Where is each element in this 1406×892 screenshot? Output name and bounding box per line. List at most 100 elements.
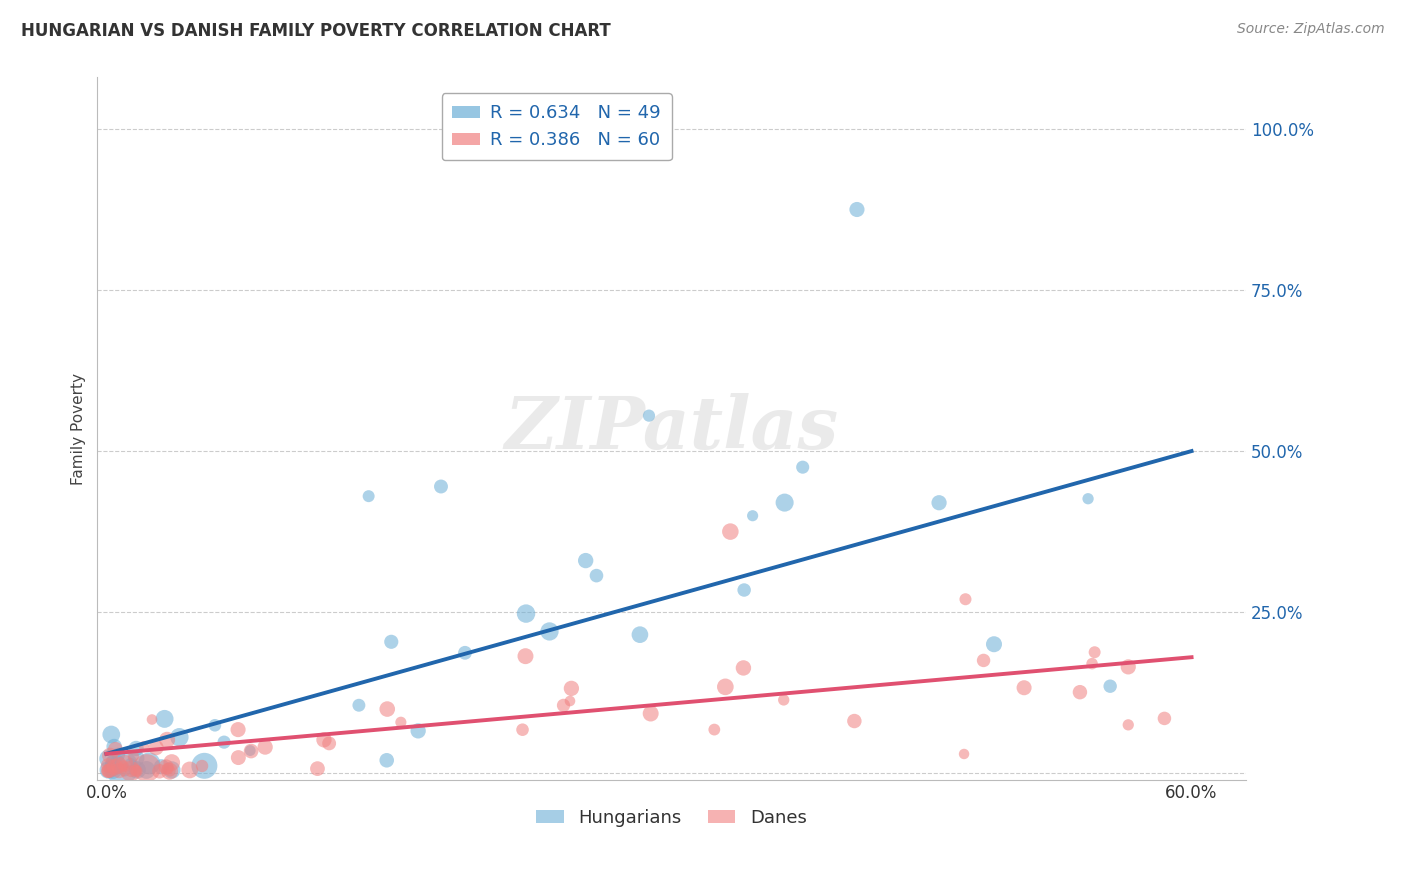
Point	[846, 202, 869, 217]
Point	[212, 735, 235, 749]
Point	[733, 582, 755, 597]
Point	[983, 637, 1005, 651]
Point	[1153, 711, 1175, 725]
Point	[169, 730, 191, 744]
Point	[138, 756, 160, 771]
Point	[159, 764, 181, 778]
Point	[718, 524, 741, 539]
Point	[97, 752, 120, 766]
Point	[357, 489, 380, 503]
Point	[156, 732, 179, 747]
Point	[101, 763, 124, 777]
Text: HUNGARIAN VS DANISH FAMILY POVERTY CORRELATION CHART: HUNGARIAN VS DANISH FAMILY POVERTY CORRE…	[21, 22, 610, 40]
Point	[112, 758, 135, 772]
Point	[120, 764, 142, 779]
Point	[132, 739, 155, 753]
Point	[155, 760, 177, 774]
Point	[741, 508, 763, 523]
Point	[103, 739, 125, 754]
Point	[120, 756, 142, 771]
Point	[1081, 657, 1104, 671]
Point	[389, 715, 412, 730]
Point	[104, 742, 127, 756]
Point	[1116, 660, 1139, 674]
Point	[628, 628, 651, 642]
Point	[733, 661, 755, 675]
Point	[107, 747, 129, 762]
Point	[347, 698, 370, 713]
Point	[1084, 645, 1107, 659]
Text: ZIPatlas: ZIPatlas	[505, 393, 838, 464]
Point	[125, 764, 148, 779]
Point	[124, 763, 146, 777]
Point	[240, 744, 263, 758]
Point	[560, 681, 582, 696]
Point	[638, 409, 661, 423]
Point	[575, 553, 598, 567]
Point	[100, 727, 122, 741]
Point	[107, 755, 129, 769]
Point	[953, 747, 976, 761]
Point	[135, 761, 157, 775]
Point	[159, 764, 181, 779]
Point	[973, 653, 995, 667]
Point	[375, 753, 398, 767]
Point	[792, 460, 814, 475]
Point	[156, 762, 179, 776]
Point	[191, 759, 214, 773]
Point	[104, 760, 127, 774]
Point	[406, 723, 429, 738]
Point	[1069, 685, 1091, 699]
Point	[772, 693, 794, 707]
Point	[150, 760, 173, 774]
Point	[125, 741, 148, 756]
Point	[114, 756, 136, 771]
Point	[1116, 718, 1139, 732]
Point	[160, 756, 183, 770]
Point	[108, 758, 131, 772]
Point	[135, 763, 157, 777]
Point	[98, 748, 121, 763]
Point	[97, 764, 120, 778]
Point	[844, 714, 866, 728]
Point	[153, 712, 176, 726]
Point	[179, 763, 201, 777]
Point	[97, 764, 120, 779]
Point	[318, 736, 340, 750]
Point	[558, 694, 581, 708]
Text: Source: ZipAtlas.com: Source: ZipAtlas.com	[1237, 22, 1385, 37]
Point	[160, 763, 183, 777]
Point	[585, 568, 607, 582]
Point	[640, 706, 662, 721]
Point	[193, 759, 215, 773]
Point	[703, 723, 725, 737]
Point	[108, 764, 131, 778]
Point	[239, 743, 262, 757]
Point	[98, 764, 121, 778]
Point	[380, 635, 402, 649]
Point	[307, 762, 329, 776]
Point	[553, 698, 575, 713]
Point	[928, 496, 950, 510]
Point	[226, 723, 249, 737]
Point	[430, 479, 453, 493]
Point	[101, 763, 124, 777]
Point	[1012, 681, 1035, 695]
Point	[97, 758, 120, 772]
Point	[127, 763, 149, 777]
Legend: Hungarians, Danes: Hungarians, Danes	[529, 801, 814, 834]
Point	[454, 646, 477, 660]
Point	[375, 702, 398, 716]
Point	[538, 624, 561, 639]
Point	[111, 761, 134, 775]
Point	[145, 740, 167, 755]
Point	[148, 764, 170, 779]
Point	[101, 760, 124, 774]
Point	[515, 607, 537, 621]
Point	[141, 713, 163, 727]
Point	[512, 723, 534, 737]
Point	[1077, 491, 1099, 506]
Point	[955, 592, 977, 607]
Point	[515, 649, 537, 664]
Point	[125, 751, 148, 765]
